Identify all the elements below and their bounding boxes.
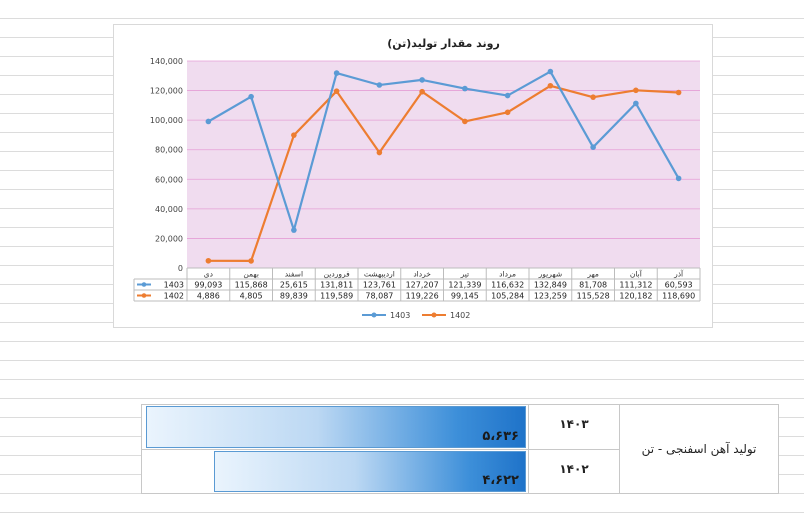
bar-value: ۴،۶۲۲ <box>215 473 519 488</box>
data-label: 118,690 <box>662 292 695 301</box>
data-label: 4,805 <box>240 292 263 301</box>
legend-marker <box>432 313 437 318</box>
year-cell: ۱۴۰۲ <box>529 449 620 494</box>
y-tick-label: 60,000 <box>155 175 183 184</box>
x-tick-label: فروردین <box>324 270 351 279</box>
x-tick-label: خرداد <box>413 270 431 279</box>
y-tick-label: 0 <box>178 264 183 273</box>
y-tick-label: 40,000 <box>155 205 183 214</box>
data-point <box>676 90 682 96</box>
data-point <box>248 258 254 264</box>
data-point <box>548 83 554 89</box>
y-tick-label: 100,000 <box>150 116 183 125</box>
x-tick-label: آذر <box>673 269 684 279</box>
data-label: 119,226 <box>406 292 439 301</box>
x-tick-label: دی <box>204 270 213 279</box>
year-label: ۱۴۰۲ <box>529 450 619 476</box>
y-tick-label: 20,000 <box>155 234 183 243</box>
x-tick-label: مهر <box>586 270 599 279</box>
data-label: 111,312 <box>619 281 652 290</box>
year-cell: ۱۴۰۳ <box>529 405 620 450</box>
data-point <box>419 77 425 83</box>
data-point <box>462 119 468 125</box>
table-series-name: 1402 <box>164 292 184 301</box>
data-label: 131,811 <box>320 281 353 290</box>
data-point <box>633 88 639 94</box>
data-label: 25,615 <box>280 281 308 290</box>
x-tick-label: مرداد <box>499 270 516 279</box>
x-tick-label: شهریور <box>538 270 562 279</box>
data-label: 78,087 <box>365 292 393 301</box>
data-label: 115,528 <box>577 292 610 301</box>
value-bar: ۵،۶۳۶ <box>146 406 526 448</box>
data-label: 89,839 <box>280 292 308 301</box>
chart-card: روند مقدار تولید(تن) 0 20,000 40,000 60,000 8… <box>113 24 713 328</box>
data-point <box>291 132 297 138</box>
x-tick-label: تیر <box>460 270 470 279</box>
data-point <box>377 82 383 88</box>
x-tick-label: آبان <box>630 269 643 279</box>
data-point <box>590 144 596 150</box>
data-point <box>505 110 511 116</box>
data-point <box>248 94 254 100</box>
line-chart: روند مقدار تولید(تن) 0 20,000 40,000 60,000 8… <box>114 25 712 327</box>
x-tick-label: اسفند <box>285 270 303 279</box>
y-tick-label: 140,000 <box>150 57 183 66</box>
data-label: 121,339 <box>448 281 481 290</box>
legend-label: 1403 <box>390 311 410 320</box>
data-label: 116,632 <box>491 281 524 290</box>
data-label: 99,093 <box>194 281 222 290</box>
data-label: 120,182 <box>619 292 652 301</box>
data-label: 60,593 <box>665 281 693 290</box>
x-tick-label: اردیبهشت <box>364 270 395 279</box>
data-point <box>419 89 425 95</box>
data-label: 123,259 <box>534 292 567 301</box>
bar-value: ۵،۶۳۶ <box>147 429 519 444</box>
year-label: ۱۴۰۳ <box>529 405 619 431</box>
data-label: 119,589 <box>320 292 353 301</box>
x-tick-label: بهمن <box>243 270 259 279</box>
legend-key-marker <box>142 282 147 287</box>
data-label: 99,145 <box>451 292 479 301</box>
data-point <box>377 150 383 156</box>
data-point <box>334 70 340 76</box>
data-point <box>548 69 554 75</box>
value-bar: ۴،۶۲۲ <box>214 451 526 493</box>
summary-row: ۵،۶۳۶ ۱۴۰۳ تولید آهن اسفنجی - تن <box>142 405 779 450</box>
bar-cell: ۴،۶۲۲ <box>142 449 529 494</box>
data-point <box>633 101 639 107</box>
table-series-name: 1403 <box>164 281 184 290</box>
data-label: 81,708 <box>579 281 607 290</box>
chart-title: روند مقدار تولید(تن) <box>387 37 500 50</box>
data-label: 115,868 <box>235 281 268 290</box>
data-point <box>206 258 212 264</box>
y-tick-label: 80,000 <box>155 146 183 155</box>
metric-label: تولید آهن اسفنجی - تن <box>620 405 779 494</box>
data-point <box>334 88 340 94</box>
data-point <box>206 119 212 125</box>
data-label: 123,761 <box>363 281 396 290</box>
bar-cell: ۵،۶۳۶ <box>142 405 529 450</box>
data-label: 4,886 <box>197 292 220 301</box>
summary-table: ۵،۶۳۶ ۱۴۰۳ تولید آهن اسفنجی - تن ۴،۶۲۲ ۱… <box>141 404 779 494</box>
legend-label: 1402 <box>450 311 470 320</box>
legend-key-marker <box>142 293 147 298</box>
data-point <box>590 94 596 100</box>
legend-marker <box>372 313 377 318</box>
data-label: 132,849 <box>534 281 567 290</box>
data-label: 127,207 <box>406 281 439 290</box>
data-point <box>462 86 468 92</box>
data-point <box>505 93 511 99</box>
data-label: 105,284 <box>491 292 524 301</box>
data-point <box>676 176 682 182</box>
y-tick-label: 120,000 <box>150 87 183 96</box>
data-point <box>291 227 297 233</box>
